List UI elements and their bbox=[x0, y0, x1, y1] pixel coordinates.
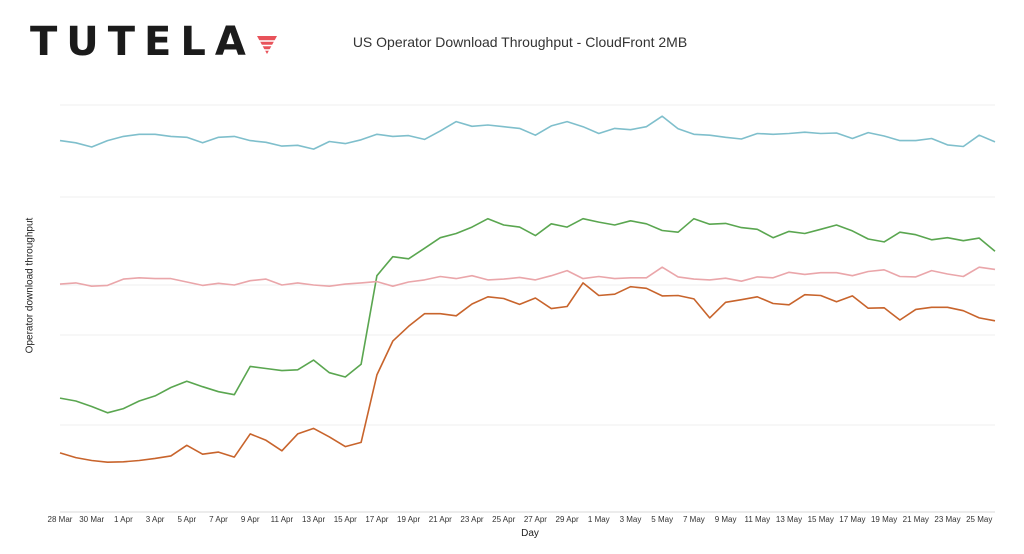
x-tick-label: 28 Mar bbox=[48, 515, 73, 524]
x-tick-label: 1 May bbox=[588, 515, 610, 524]
x-axis-label: Day bbox=[521, 528, 539, 539]
series-line-1 bbox=[59, 217, 996, 414]
x-tick-labels: 28 Mar 30 Mar 1 Apr 3 Apr 5 Apr 7 Apr 9 Apr 11 … bbox=[48, 515, 993, 524]
chart-title: US Operator Download Throughput - CloudF… bbox=[352, 34, 688, 50]
x-tick-label: 27 Apr bbox=[524, 515, 547, 524]
x-tick-label: 3 May bbox=[620, 515, 642, 524]
series-line-2 bbox=[59, 266, 996, 288]
x-tick-label: 5 May bbox=[651, 515, 673, 524]
logo-triangle-icon bbox=[256, 36, 279, 54]
x-tick-label: 29 Apr bbox=[556, 515, 579, 524]
x-tick-label: 17 Apr bbox=[365, 515, 388, 524]
x-tick-label: 13 Apr bbox=[302, 515, 325, 524]
gridlines bbox=[60, 104, 995, 513]
x-tick-label: 30 Mar bbox=[79, 515, 104, 524]
logo-wordmark: TUTELA bbox=[30, 19, 255, 65]
x-tick-label: 15 Apr bbox=[334, 515, 357, 524]
x-tick-label: 25 Apr bbox=[492, 515, 515, 524]
x-tick-label: 19 May bbox=[871, 515, 897, 524]
x-tick-label: 9 May bbox=[715, 515, 737, 524]
series-line-0 bbox=[59, 115, 996, 150]
x-tick-label: 3 Apr bbox=[146, 515, 165, 524]
x-tick-label: 21 Apr bbox=[429, 515, 452, 524]
series-lines bbox=[59, 115, 996, 464]
series-line-3 bbox=[59, 282, 996, 464]
x-tick-label: 21 May bbox=[903, 515, 929, 524]
x-tick-label: 13 May bbox=[776, 515, 802, 524]
x-tick-label: 5 Apr bbox=[177, 515, 196, 524]
x-tick-label: 23 Apr bbox=[460, 515, 483, 524]
x-tick-label: 23 May bbox=[934, 515, 960, 524]
x-tick-label: 25 May bbox=[966, 515, 992, 524]
x-tick-label: 19 Apr bbox=[397, 515, 420, 524]
x-tick-label: 11 Apr bbox=[271, 515, 294, 524]
x-tick-label: 15 May bbox=[808, 515, 834, 524]
x-tick-label: 1 Apr bbox=[114, 515, 133, 524]
x-tick-label: 11 May bbox=[744, 515, 770, 524]
x-tick-label: 7 Apr bbox=[209, 515, 228, 524]
tutela-logo: TUTELA bbox=[30, 22, 279, 62]
x-tick-label: 17 May bbox=[839, 515, 865, 524]
x-tick-label: 7 May bbox=[683, 515, 705, 524]
x-tick-label: 9 Apr bbox=[241, 515, 260, 524]
